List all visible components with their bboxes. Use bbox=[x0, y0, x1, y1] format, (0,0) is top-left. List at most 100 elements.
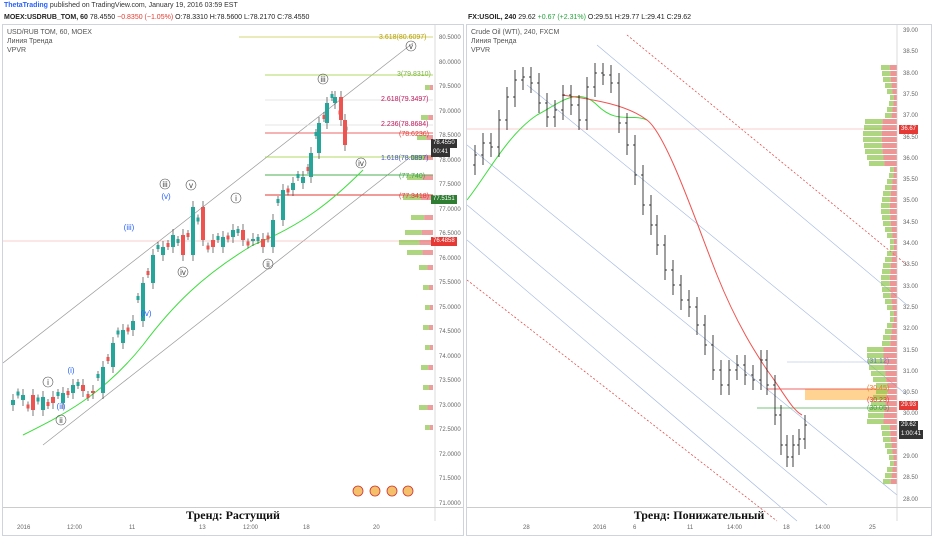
vpvr-bar bbox=[882, 119, 897, 124]
left-title-line: USD/RUB TOM, 60, MOEX bbox=[7, 29, 92, 36]
candle-body bbox=[11, 400, 15, 405]
vpvr-bar bbox=[871, 371, 886, 376]
candle-body bbox=[339, 97, 343, 120]
vpvr-bar bbox=[882, 149, 897, 154]
vpvr-bar bbox=[884, 161, 897, 166]
left-chart-panel[interactable]: USD/RUB TOM, 60, MOEX Линия Тренда VPVR … bbox=[2, 24, 464, 536]
level-label: (30.45) bbox=[867, 385, 890, 392]
vpvr-bar bbox=[885, 113, 892, 118]
right-open: O:29.51 bbox=[587, 14, 613, 21]
vpvr-bar bbox=[881, 209, 890, 214]
price-tick: 75.5000 bbox=[439, 280, 461, 286]
price-tick: 74.5000 bbox=[439, 329, 461, 335]
candle-body bbox=[261, 239, 265, 247]
wave-label: v bbox=[409, 42, 413, 51]
vpvr-bar bbox=[882, 215, 891, 220]
candle-body bbox=[309, 153, 313, 177]
right-study-vpvr[interactable]: VPVR bbox=[471, 47, 491, 54]
price-tick: 28.50 bbox=[903, 475, 919, 482]
time-tick: 12:00 bbox=[243, 525, 259, 531]
vpvr-bar bbox=[887, 323, 893, 328]
fib-label: 3.618(80.6097) bbox=[379, 34, 427, 41]
left-study-trendline[interactable]: Линия Тренда bbox=[7, 38, 53, 45]
wave-label: ii bbox=[59, 416, 63, 425]
vpvr-bar bbox=[867, 347, 884, 352]
vpvr-bar bbox=[882, 143, 897, 148]
time-tick: 28 bbox=[523, 525, 530, 531]
price-tick: 72.5000 bbox=[439, 427, 461, 433]
vpvr-bar bbox=[881, 131, 897, 136]
vpvr-bar bbox=[885, 299, 892, 304]
last-price-tag: 78.4550 bbox=[431, 139, 457, 148]
red-price-tag: 76.4858 bbox=[431, 237, 457, 246]
vpvr-bar bbox=[881, 275, 890, 280]
vpvr-bar bbox=[893, 317, 897, 322]
right-symbol[interactable]: FX:USOIL, 240 bbox=[468, 14, 517, 21]
candle-body bbox=[191, 207, 195, 255]
candle-body bbox=[317, 123, 321, 153]
candle-body bbox=[16, 391, 20, 396]
vpvr-bar bbox=[429, 285, 433, 290]
vpvr-bar bbox=[883, 155, 897, 160]
candle-body bbox=[131, 321, 135, 330]
vpvr-bar bbox=[891, 473, 897, 478]
price-tick: 31.50 bbox=[903, 347, 919, 354]
price-tick: 35.50 bbox=[903, 177, 919, 184]
vpvr-bar bbox=[407, 250, 423, 255]
candle-body bbox=[291, 183, 295, 190]
left-study-vpvr[interactable]: VPVR bbox=[7, 47, 27, 54]
vpvr-bar bbox=[893, 173, 897, 178]
vpvr-bar bbox=[422, 250, 433, 255]
vpvr-bar bbox=[882, 197, 891, 202]
candle-body bbox=[101, 367, 105, 393]
brand-link[interactable]: ThetaTrading bbox=[4, 2, 48, 9]
vpvr-bar bbox=[889, 203, 897, 208]
vpvr-bar bbox=[890, 71, 897, 76]
vpvr-bar bbox=[890, 167, 894, 172]
right-chart-canvas[interactable] bbox=[467, 25, 931, 535]
vpvr-bar bbox=[885, 443, 892, 448]
right-title-line: Crude Oil (WTI), 240, FXCM bbox=[471, 29, 560, 36]
price-tick: 39.00 bbox=[903, 28, 919, 34]
candle-body bbox=[281, 190, 285, 220]
channel-line bbox=[596, 44, 908, 306]
event-icon bbox=[386, 485, 398, 497]
right-chart-panel[interactable]: Crude Oil (WTI), 240, FXCM Линия Тренда … bbox=[466, 24, 932, 536]
wave-label: iv bbox=[358, 159, 364, 168]
vpvr-bar bbox=[891, 83, 897, 88]
vpvr-bar bbox=[890, 215, 897, 220]
candle-body bbox=[91, 391, 95, 393]
price-tick: 31.00 bbox=[903, 368, 919, 375]
vpvr-bar bbox=[883, 353, 897, 358]
price-tick: 78.5000 bbox=[439, 133, 461, 139]
vpvr-bar bbox=[891, 185, 897, 190]
vpvr-bar bbox=[890, 431, 897, 436]
time-tick: 11 bbox=[129, 525, 136, 531]
candle-body bbox=[236, 229, 240, 233]
vpvr-bar bbox=[885, 227, 892, 232]
left-caption-bar: Тренд: Растущий bbox=[3, 507, 463, 522]
price-tick: 32.00 bbox=[903, 326, 919, 333]
time-tick: 11 bbox=[687, 525, 694, 531]
wave-label-circle bbox=[177, 266, 189, 278]
vpvr-bar bbox=[890, 479, 897, 484]
price-tick: 38.00 bbox=[903, 70, 919, 77]
price-tick: 75.0000 bbox=[439, 304, 461, 311]
vpvr-bar bbox=[885, 371, 897, 376]
vpvr-bar bbox=[890, 293, 897, 298]
vpvr-bar bbox=[425, 345, 430, 350]
right-candles bbox=[473, 63, 807, 467]
price-tick: 30.50 bbox=[903, 390, 919, 397]
price-tick: 73.5000 bbox=[439, 378, 461, 384]
left-symbol[interactable]: MOEX:USDRUB_TOM, 60 bbox=[4, 14, 88, 21]
right-study-trendline[interactable]: Линия Тренда bbox=[471, 38, 517, 45]
vpvr-bar bbox=[411, 215, 425, 220]
vpvr-bar bbox=[865, 149, 883, 154]
price-tick: 34.00 bbox=[903, 241, 919, 247]
vpvr-bar bbox=[868, 359, 884, 364]
vpvr-bar bbox=[429, 305, 433, 310]
candle-body bbox=[141, 283, 145, 321]
red-price-tag: 36.67 bbox=[899, 125, 919, 134]
candle-body bbox=[46, 402, 50, 406]
